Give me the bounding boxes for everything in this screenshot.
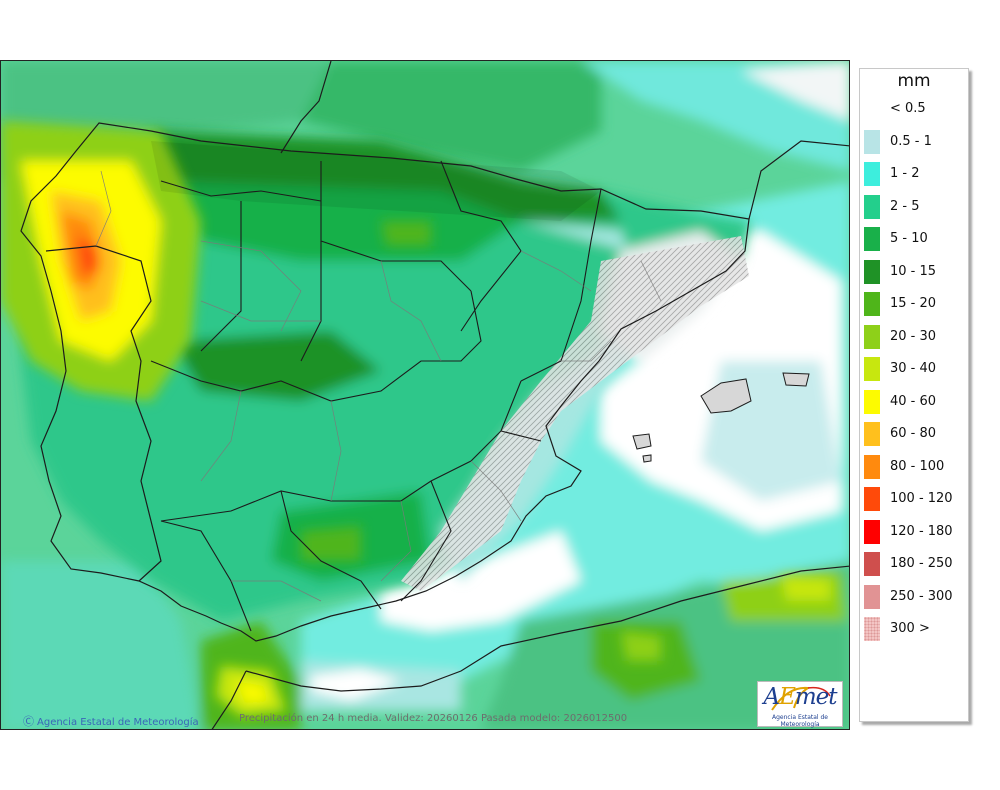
legend-item: 80 - 100 (864, 454, 968, 479)
legend-item: < 0.5 (864, 97, 968, 121)
legend-item: 10 - 15 (864, 259, 968, 284)
validity-footer: Precipitación en 24 h media. Validez: 20… (239, 713, 628, 724)
field-africa-yellow (781, 576, 831, 601)
field-africa-core (621, 631, 661, 661)
legend-swatch (864, 162, 880, 186)
legend-swatch (864, 422, 880, 446)
island-ibiza (632, 433, 652, 450)
legend-swatch (864, 324, 880, 349)
legend-label: 300 > (890, 621, 930, 636)
legend-swatch (864, 584, 880, 609)
legend-item: 15 - 20 (864, 292, 968, 316)
coastline-africa (245, 565, 849, 692)
legend-item: 120 - 180 (864, 519, 968, 544)
legend-swatch (864, 552, 880, 576)
logo-letter-a: A (763, 684, 780, 710)
island-formentera (642, 454, 652, 463)
aemet-logo[interactable]: AEmet Agencia Estatal de Meteorología (757, 681, 843, 728)
field-white-ne (741, 61, 849, 121)
field-iberia (21, 131, 751, 621)
field-bay-of-biscay (301, 61, 601, 171)
legend-label: 20 - 30 (890, 328, 937, 344)
legend-item: 60 - 80 (864, 422, 968, 446)
legend-label: 0.5 - 1 (890, 133, 932, 149)
legend-item: 100 - 120 (864, 487, 968, 511)
coastline-iberia (20, 122, 750, 642)
legend-label: < 0.5 (890, 101, 926, 116)
field-jaen-patch (301, 526, 361, 561)
field-rioja-patch (381, 221, 431, 246)
legend-swatch (864, 292, 880, 316)
legend-swatch (864, 129, 880, 154)
legend-swatch (864, 389, 880, 414)
legend-label: 15 - 20 (890, 296, 937, 311)
legend-swatch (864, 519, 880, 544)
legend-item: 20 - 30 (864, 324, 968, 349)
legend-item: 250 - 300 (864, 584, 968, 609)
legend-label: 30 - 40 (890, 361, 937, 376)
legend-unit: mm (897, 71, 931, 91)
logo-letter-e: E (779, 684, 796, 710)
legend-item: 1 - 2 (864, 162, 968, 186)
relief-levante (401, 236, 749, 591)
legend-swatch (864, 194, 880, 219)
coastline-france (280, 61, 332, 154)
legend-label: 180 - 250 (890, 556, 953, 571)
legend-swatch (864, 357, 880, 381)
legend-item: 0.5 - 1 (864, 129, 968, 154)
legend-item: 180 - 250 (864, 552, 968, 576)
field-white-south (381, 531, 581, 631)
province-borders (95, 170, 662, 602)
legend-label: 100 - 120 (890, 491, 953, 506)
copyright-icon: Ⓒ (23, 715, 34, 728)
legend-swatch (864, 97, 880, 121)
legend-swatch (864, 454, 880, 479)
legend-label: 60 - 80 (890, 426, 937, 441)
legend-swatch (864, 227, 880, 251)
logo-subtitle: Agencia Estatal de Meteorología (771, 714, 828, 728)
coastline-morocco-atl (211, 670, 247, 729)
credit-label: Agencia Estatal de Meteorología (37, 717, 199, 728)
legend-label: 250 - 300 (890, 588, 953, 604)
legend-label: 40 - 60 (890, 393, 937, 409)
legend-label: 80 - 100 (890, 458, 945, 474)
logo-wordmark: AEmet (758, 682, 842, 712)
precipitation-map[interactable]: Ⓒ Agencia Estatal de Meteorología Precipi… (0, 60, 850, 730)
border-portugal (45, 245, 162, 582)
field-sistema-central (171, 331, 381, 401)
island-menorca (782, 372, 810, 387)
legend-swatch (864, 617, 880, 641)
field-gibraltar-core (236, 681, 269, 703)
logo-letters-met: met (794, 684, 838, 710)
field-white-alboran (311, 669, 401, 701)
legend-item: 300 > (864, 617, 968, 641)
credit-text: Ⓒ Agencia Estatal de Meteorología (23, 713, 199, 729)
relief-north (151, 141, 601, 221)
legend-label: 120 - 180 (890, 523, 953, 539)
legend-item: 40 - 60 (864, 389, 968, 414)
legend-label: 2 - 5 (890, 198, 920, 214)
legend-item: 30 - 40 (864, 357, 968, 381)
logo-swoosh-icon (771, 686, 831, 711)
island-mallorca (700, 378, 752, 414)
field-atlantic-sw (1, 561, 201, 729)
legend-label: 10 - 15 (890, 263, 937, 279)
map-canvas[interactable] (1, 61, 850, 730)
legend-label: 5 - 10 (890, 231, 928, 246)
legend-label: 1 - 2 (890, 166, 920, 181)
legend-item: 5 - 10 (864, 227, 968, 251)
legend-item: 2 - 5 (864, 194, 968, 219)
coastline-gulf-lion (748, 140, 849, 220)
precipitation-legend: mm < 0.5 0.5 - 1 1 - 2 2 - 5 5 - 10 10 - 15 15… (859, 68, 969, 722)
legend-swatch (864, 487, 880, 511)
legend-swatch (864, 259, 880, 284)
